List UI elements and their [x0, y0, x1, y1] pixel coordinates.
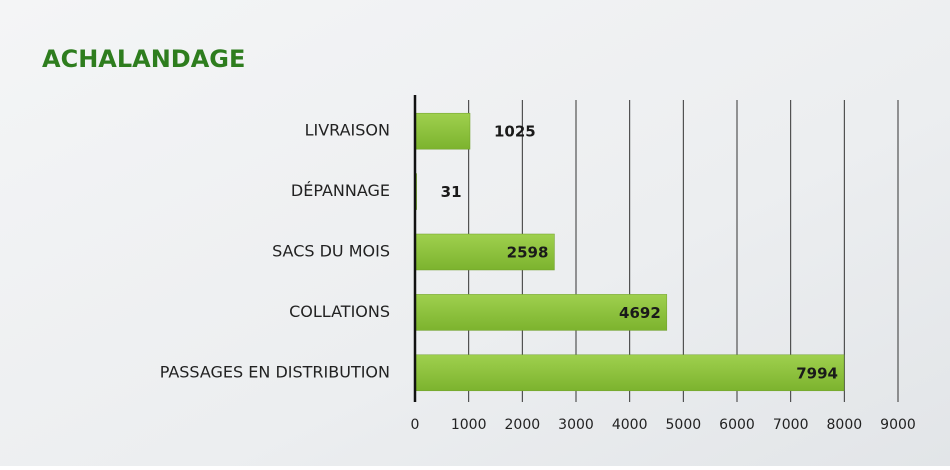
x-tick-label: 0: [411, 417, 420, 433]
data-label: 1025: [494, 123, 536, 141]
y-tick-label: LIVRAISON: [305, 121, 390, 140]
data-label: 31: [441, 183, 462, 201]
x-tick-label: 2000: [505, 417, 541, 433]
x-tick-label: 3000: [558, 417, 594, 433]
bar: [414, 354, 845, 392]
x-tick-label: 7000: [773, 417, 809, 433]
y-tick-label: COLLATIONS: [289, 302, 390, 321]
x-tick-label: 6000: [719, 417, 755, 433]
y-tick-label: DÉPANNAGE: [291, 181, 390, 200]
bar: [414, 112, 471, 150]
x-tick-label: 5000: [666, 417, 702, 433]
chart-title: ACHALANDAGE: [42, 45, 245, 73]
x-tick-label: 4000: [612, 417, 648, 433]
data-label: 7994: [796, 364, 838, 382]
x-tick-label: 1000: [451, 417, 487, 433]
bar: [414, 233, 555, 271]
data-label: 2598: [507, 244, 549, 262]
bar: [414, 294, 668, 331]
x-tick-label: 8000: [827, 417, 863, 433]
data-label: 4692: [619, 304, 661, 322]
y-tick-label: SACS DU MOIS: [272, 242, 390, 261]
x-tick-label: 9000: [880, 417, 916, 433]
y-tick-label: PASSAGES EN DISTRIBUTION: [160, 362, 390, 381]
